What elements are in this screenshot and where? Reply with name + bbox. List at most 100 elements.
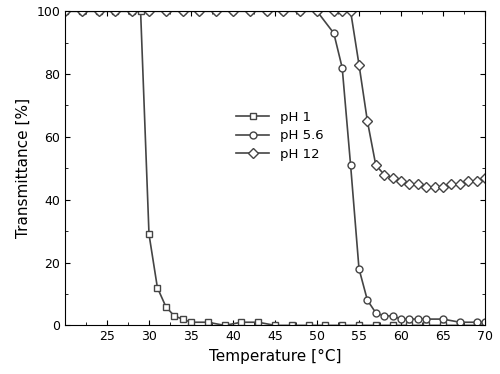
- pH 5.6: [213, 9, 219, 13]
- pH 12: [457, 182, 463, 186]
- pH 12: [180, 9, 186, 13]
- pH 1: [163, 304, 169, 309]
- Line: pH 12: pH 12: [62, 8, 488, 191]
- pH 12: [406, 182, 412, 186]
- pH 5.6: [180, 9, 186, 13]
- pH 1: [474, 323, 480, 328]
- pH 5.6: [196, 9, 202, 13]
- pH 12: [356, 62, 362, 67]
- pH 5.6: [440, 317, 446, 321]
- pH 1: [112, 9, 118, 13]
- pH 5.6: [163, 9, 169, 13]
- pH 12: [280, 9, 286, 13]
- Y-axis label: Transmittance [%]: Transmittance [%]: [16, 98, 30, 238]
- pH 5.6: [482, 320, 488, 325]
- pH 12: [331, 9, 337, 13]
- pH 12: [213, 9, 219, 13]
- pH 12: [129, 9, 135, 13]
- pH 5.6: [331, 31, 337, 36]
- pH 5.6: [297, 9, 303, 13]
- pH 1: [322, 323, 328, 328]
- pH 12: [390, 175, 396, 180]
- pH 5.6: [373, 310, 379, 315]
- pH 1: [356, 323, 362, 328]
- pH 5.6: [96, 9, 102, 13]
- pH 12: [423, 185, 429, 189]
- X-axis label: Temperature [°C]: Temperature [°C]: [209, 349, 341, 364]
- pH 1: [457, 323, 463, 328]
- pH 1: [373, 323, 379, 328]
- pH 12: [474, 179, 480, 183]
- pH 1: [180, 317, 186, 321]
- pH 12: [348, 9, 354, 13]
- pH 1: [154, 285, 160, 290]
- pH 1: [238, 320, 244, 325]
- pH 5.6: [62, 9, 68, 13]
- pH 12: [465, 179, 471, 183]
- pH 1: [188, 320, 194, 325]
- pH 5.6: [230, 9, 236, 13]
- pH 5.6: [264, 9, 270, 13]
- pH 5.6: [398, 317, 404, 321]
- pH 5.6: [390, 314, 396, 318]
- pH 5.6: [474, 320, 480, 325]
- pH 12: [163, 9, 169, 13]
- pH 1: [406, 323, 412, 328]
- pH 1: [222, 323, 228, 328]
- pH 1: [79, 9, 85, 13]
- pH 12: [373, 163, 379, 168]
- pH 12: [146, 9, 152, 13]
- pH 5.6: [364, 298, 370, 303]
- pH 12: [448, 182, 454, 186]
- pH 1: [205, 320, 211, 325]
- pH 12: [62, 9, 68, 13]
- pH 1: [96, 9, 102, 13]
- pH 5.6: [356, 267, 362, 271]
- pH 12: [230, 9, 236, 13]
- pH 12: [432, 185, 438, 189]
- pH 5.6: [129, 9, 135, 13]
- pH 12: [482, 175, 488, 180]
- pH 12: [440, 185, 446, 189]
- pH 5.6: [415, 317, 421, 321]
- pH 12: [314, 9, 320, 13]
- pH 12: [247, 9, 253, 13]
- pH 12: [415, 182, 421, 186]
- pH 5.6: [381, 314, 387, 318]
- pH 5.6: [112, 9, 118, 13]
- pH 12: [96, 9, 102, 13]
- pH 1: [390, 323, 396, 328]
- pH 12: [264, 9, 270, 13]
- pH 5.6: [423, 317, 429, 321]
- pH 1: [146, 232, 152, 236]
- pH 1: [255, 320, 261, 325]
- pH 12: [339, 9, 345, 13]
- pH 5.6: [280, 9, 286, 13]
- pH 12: [381, 172, 387, 177]
- pH 12: [398, 179, 404, 183]
- pH 5.6: [79, 9, 85, 13]
- pH 1: [129, 9, 135, 13]
- pH 5.6: [348, 163, 354, 168]
- Legend: pH 1, pH 5.6, pH 12: pH 1, pH 5.6, pH 12: [231, 106, 329, 166]
- pH 12: [297, 9, 303, 13]
- pH 5.6: [339, 65, 345, 70]
- pH 5.6: [146, 9, 152, 13]
- pH 5.6: [247, 9, 253, 13]
- pH 5.6: [314, 9, 320, 13]
- pH 1: [289, 323, 295, 328]
- pH 1: [482, 323, 488, 328]
- pH 1: [339, 323, 345, 328]
- pH 12: [364, 119, 370, 123]
- Line: pH 1: pH 1: [62, 8, 488, 329]
- Line: pH 5.6: pH 5.6: [62, 8, 488, 326]
- pH 1: [138, 9, 143, 13]
- pH 12: [196, 9, 202, 13]
- pH 12: [79, 9, 85, 13]
- pH 5.6: [406, 317, 412, 321]
- pH 12: [112, 9, 118, 13]
- pH 1: [272, 323, 278, 328]
- pH 1: [62, 9, 68, 13]
- pH 5.6: [457, 320, 463, 325]
- pH 1: [423, 323, 429, 328]
